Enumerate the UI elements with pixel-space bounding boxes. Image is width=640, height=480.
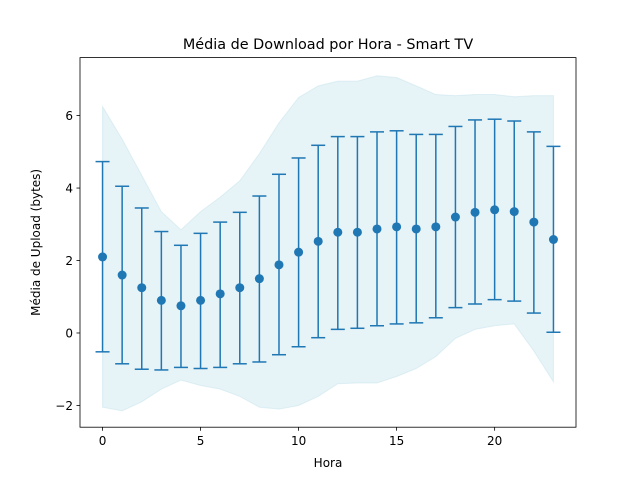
data-point-11	[313, 236, 323, 246]
confidence-band	[102, 75, 554, 412]
data-point-22	[529, 217, 539, 227]
x-tick-label-5: 5	[197, 434, 205, 448]
x-tick-label-20: 20	[487, 434, 502, 448]
data-point-3	[156, 295, 166, 305]
data-point-2	[137, 283, 147, 293]
y-tick-label-0: 0	[65, 326, 73, 340]
y-tick-label-6: 6	[65, 109, 73, 123]
y-tick-label-2: 2	[65, 254, 73, 268]
data-point-10	[294, 247, 304, 257]
y-tick-label--2: −2	[55, 399, 73, 413]
data-point-16	[411, 224, 421, 234]
y-axis-label: Média de Upload (bytes)	[29, 169, 43, 316]
x-tick-label-10: 10	[291, 434, 306, 448]
data-point-8	[254, 274, 264, 284]
y-tick-label-4: 4	[65, 181, 73, 195]
data-point-15	[392, 222, 402, 232]
chart-title: Média de Download por Hora - Smart TV	[183, 37, 473, 53]
data-point-4	[176, 301, 186, 311]
data-point-20	[490, 205, 500, 215]
data-point-6	[215, 289, 225, 299]
x-tick-label-15: 15	[389, 434, 404, 448]
data-point-18	[450, 212, 460, 222]
data-point-1	[117, 270, 127, 280]
data-point-19	[470, 207, 480, 217]
data-point-12	[333, 227, 343, 237]
data-point-7	[235, 283, 245, 293]
data-point-5	[196, 295, 206, 305]
confidence-band-layer	[102, 75, 554, 412]
data-point-17	[431, 222, 441, 232]
data-point-14	[372, 224, 382, 234]
plot-frame	[79, 57, 577, 428]
data-point-23	[548, 235, 558, 245]
data-point-0	[98, 252, 108, 262]
data-point-13	[352, 227, 362, 237]
data-point-21	[509, 207, 519, 217]
data-points-layer	[98, 205, 558, 311]
x-tick-label-0: 0	[99, 434, 107, 448]
y-axis-ticks: −2 0 2 4 6	[55, 109, 80, 413]
x-axis-ticks: 0 5 10 15 20	[99, 427, 502, 448]
x-axis-label: Hora	[314, 456, 343, 470]
data-point-9	[274, 260, 284, 270]
